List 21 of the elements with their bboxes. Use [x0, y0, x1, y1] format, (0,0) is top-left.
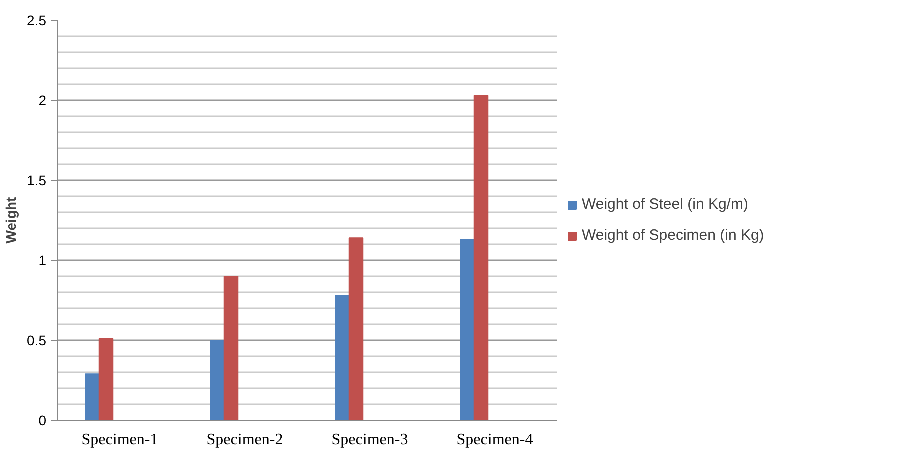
bar	[98, 338, 114, 420]
y-tick-label: 1	[38, 252, 47, 268]
bar	[224, 276, 239, 420]
x-tick-label: Specimen-2	[206, 432, 284, 448]
y-tick-label: 2.5	[27, 12, 47, 28]
y-axis-title: Weight	[3, 196, 20, 244]
bar	[460, 239, 475, 420]
bar	[85, 374, 100, 420]
y-tick-label: 0	[38, 412, 47, 428]
legend-label: Weight of Specimen (in Kg)	[582, 227, 764, 244]
bar	[474, 95, 489, 420]
y-tick-label: 2	[38, 92, 47, 108]
x-tick-label: Specimen-4	[456, 432, 534, 448]
y-tick-label: 1.5	[27, 172, 47, 188]
x-tick-label: Specimen-3	[332, 432, 408, 448]
x-tick-label: Specimen-1	[82, 432, 158, 448]
bar	[210, 340, 225, 420]
bar	[348, 238, 364, 420]
bar	[335, 295, 350, 420]
y-tick-label: 0.5	[27, 332, 47, 348]
legend-label: Weight of Steel (in Kg/m)	[582, 196, 748, 213]
